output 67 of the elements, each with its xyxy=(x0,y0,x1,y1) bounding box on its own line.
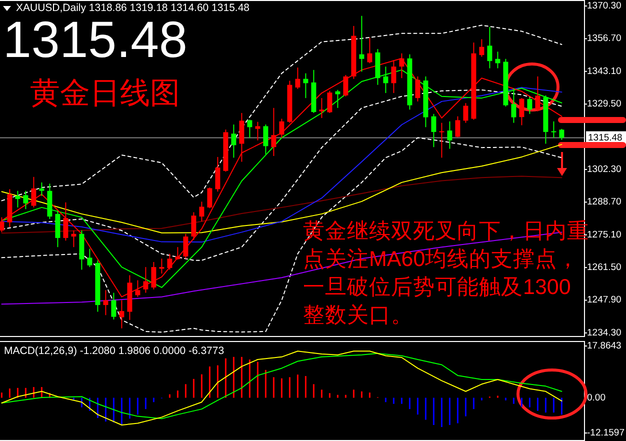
candlestick xyxy=(439,122,444,158)
candlestick xyxy=(143,266,148,294)
candlestick xyxy=(111,292,116,320)
annotation: 黄金日线图 xyxy=(30,77,180,110)
y-tick-label: 1261.50 xyxy=(587,262,622,274)
candlestick xyxy=(175,246,180,260)
y-tick-label: 1275.10 xyxy=(587,229,622,240)
candlestick xyxy=(271,107,276,156)
candlestick xyxy=(191,212,196,240)
candlestick xyxy=(343,74,348,97)
candlestick xyxy=(39,182,44,196)
candlestick xyxy=(167,253,172,270)
candlestick xyxy=(183,233,188,260)
candlestick xyxy=(415,76,420,102)
y-tick-label: 1329.50 xyxy=(587,98,622,110)
y-tick-label: -12.1597 xyxy=(587,428,625,438)
candlestick xyxy=(431,113,436,148)
candlestick xyxy=(239,112,244,162)
y-tick-label: 0.00 xyxy=(587,392,606,404)
candlestick xyxy=(495,51,500,69)
y-tick-label: 1356.70 xyxy=(587,33,622,44)
y-tick-label: 1343.10 xyxy=(587,66,622,77)
candlestick xyxy=(455,116,460,138)
candlestick xyxy=(511,88,516,124)
y-tick-label: 1370.30 xyxy=(587,0,622,12)
candlestick xyxy=(519,98,524,126)
candlestick xyxy=(319,98,324,119)
candlestick xyxy=(207,186,212,209)
candlestick xyxy=(71,230,76,248)
annotation: 一旦破位后势可能触及1300 xyxy=(303,275,571,299)
candlestick xyxy=(559,128,564,140)
candlestick xyxy=(487,26,492,69)
candlestick xyxy=(367,37,372,64)
candlestick xyxy=(303,72,308,99)
candlestick xyxy=(535,76,540,112)
candlestick xyxy=(255,121,260,141)
candlestick xyxy=(359,15,364,72)
candlestick xyxy=(23,190,28,210)
candlestick xyxy=(119,300,124,329)
y-tick-label: 1234.30 xyxy=(587,327,622,338)
candlestick xyxy=(327,90,332,114)
candlestick xyxy=(87,248,92,268)
candlestick xyxy=(463,102,468,124)
y-tick-label: 1288.70 xyxy=(587,196,622,208)
candlestick xyxy=(103,290,108,316)
candlestick xyxy=(215,156,220,192)
y-tick-label: 17.8643 xyxy=(587,340,622,352)
ref-line-label: 1315.48 xyxy=(588,132,622,144)
candlestick xyxy=(63,202,68,242)
candlestick xyxy=(479,38,484,58)
candlestick xyxy=(151,262,156,290)
candlestick xyxy=(31,176,36,208)
y-tick-label: 1247.90 xyxy=(587,294,622,306)
candlestick xyxy=(231,124,236,158)
candlestick xyxy=(527,96,532,114)
candlestick xyxy=(247,119,252,138)
candlestick xyxy=(279,118,284,138)
candlestick xyxy=(447,120,452,150)
candlestick xyxy=(295,67,300,90)
candlestick xyxy=(15,190,20,208)
chart-title: MACD(12,26,9) -1.2080 1.9806 0.0000 -6.3773 xyxy=(4,345,224,357)
candlestick xyxy=(199,201,204,222)
candlestick xyxy=(551,120,556,138)
annotation: 整数关口。 xyxy=(303,303,413,327)
y-tick-label: 1302.30 xyxy=(587,164,622,175)
chart-title: XAUUSD,Daily 1318.86 1319.18 1314.60 1315.48 xyxy=(16,2,250,14)
candlestick xyxy=(263,124,268,155)
